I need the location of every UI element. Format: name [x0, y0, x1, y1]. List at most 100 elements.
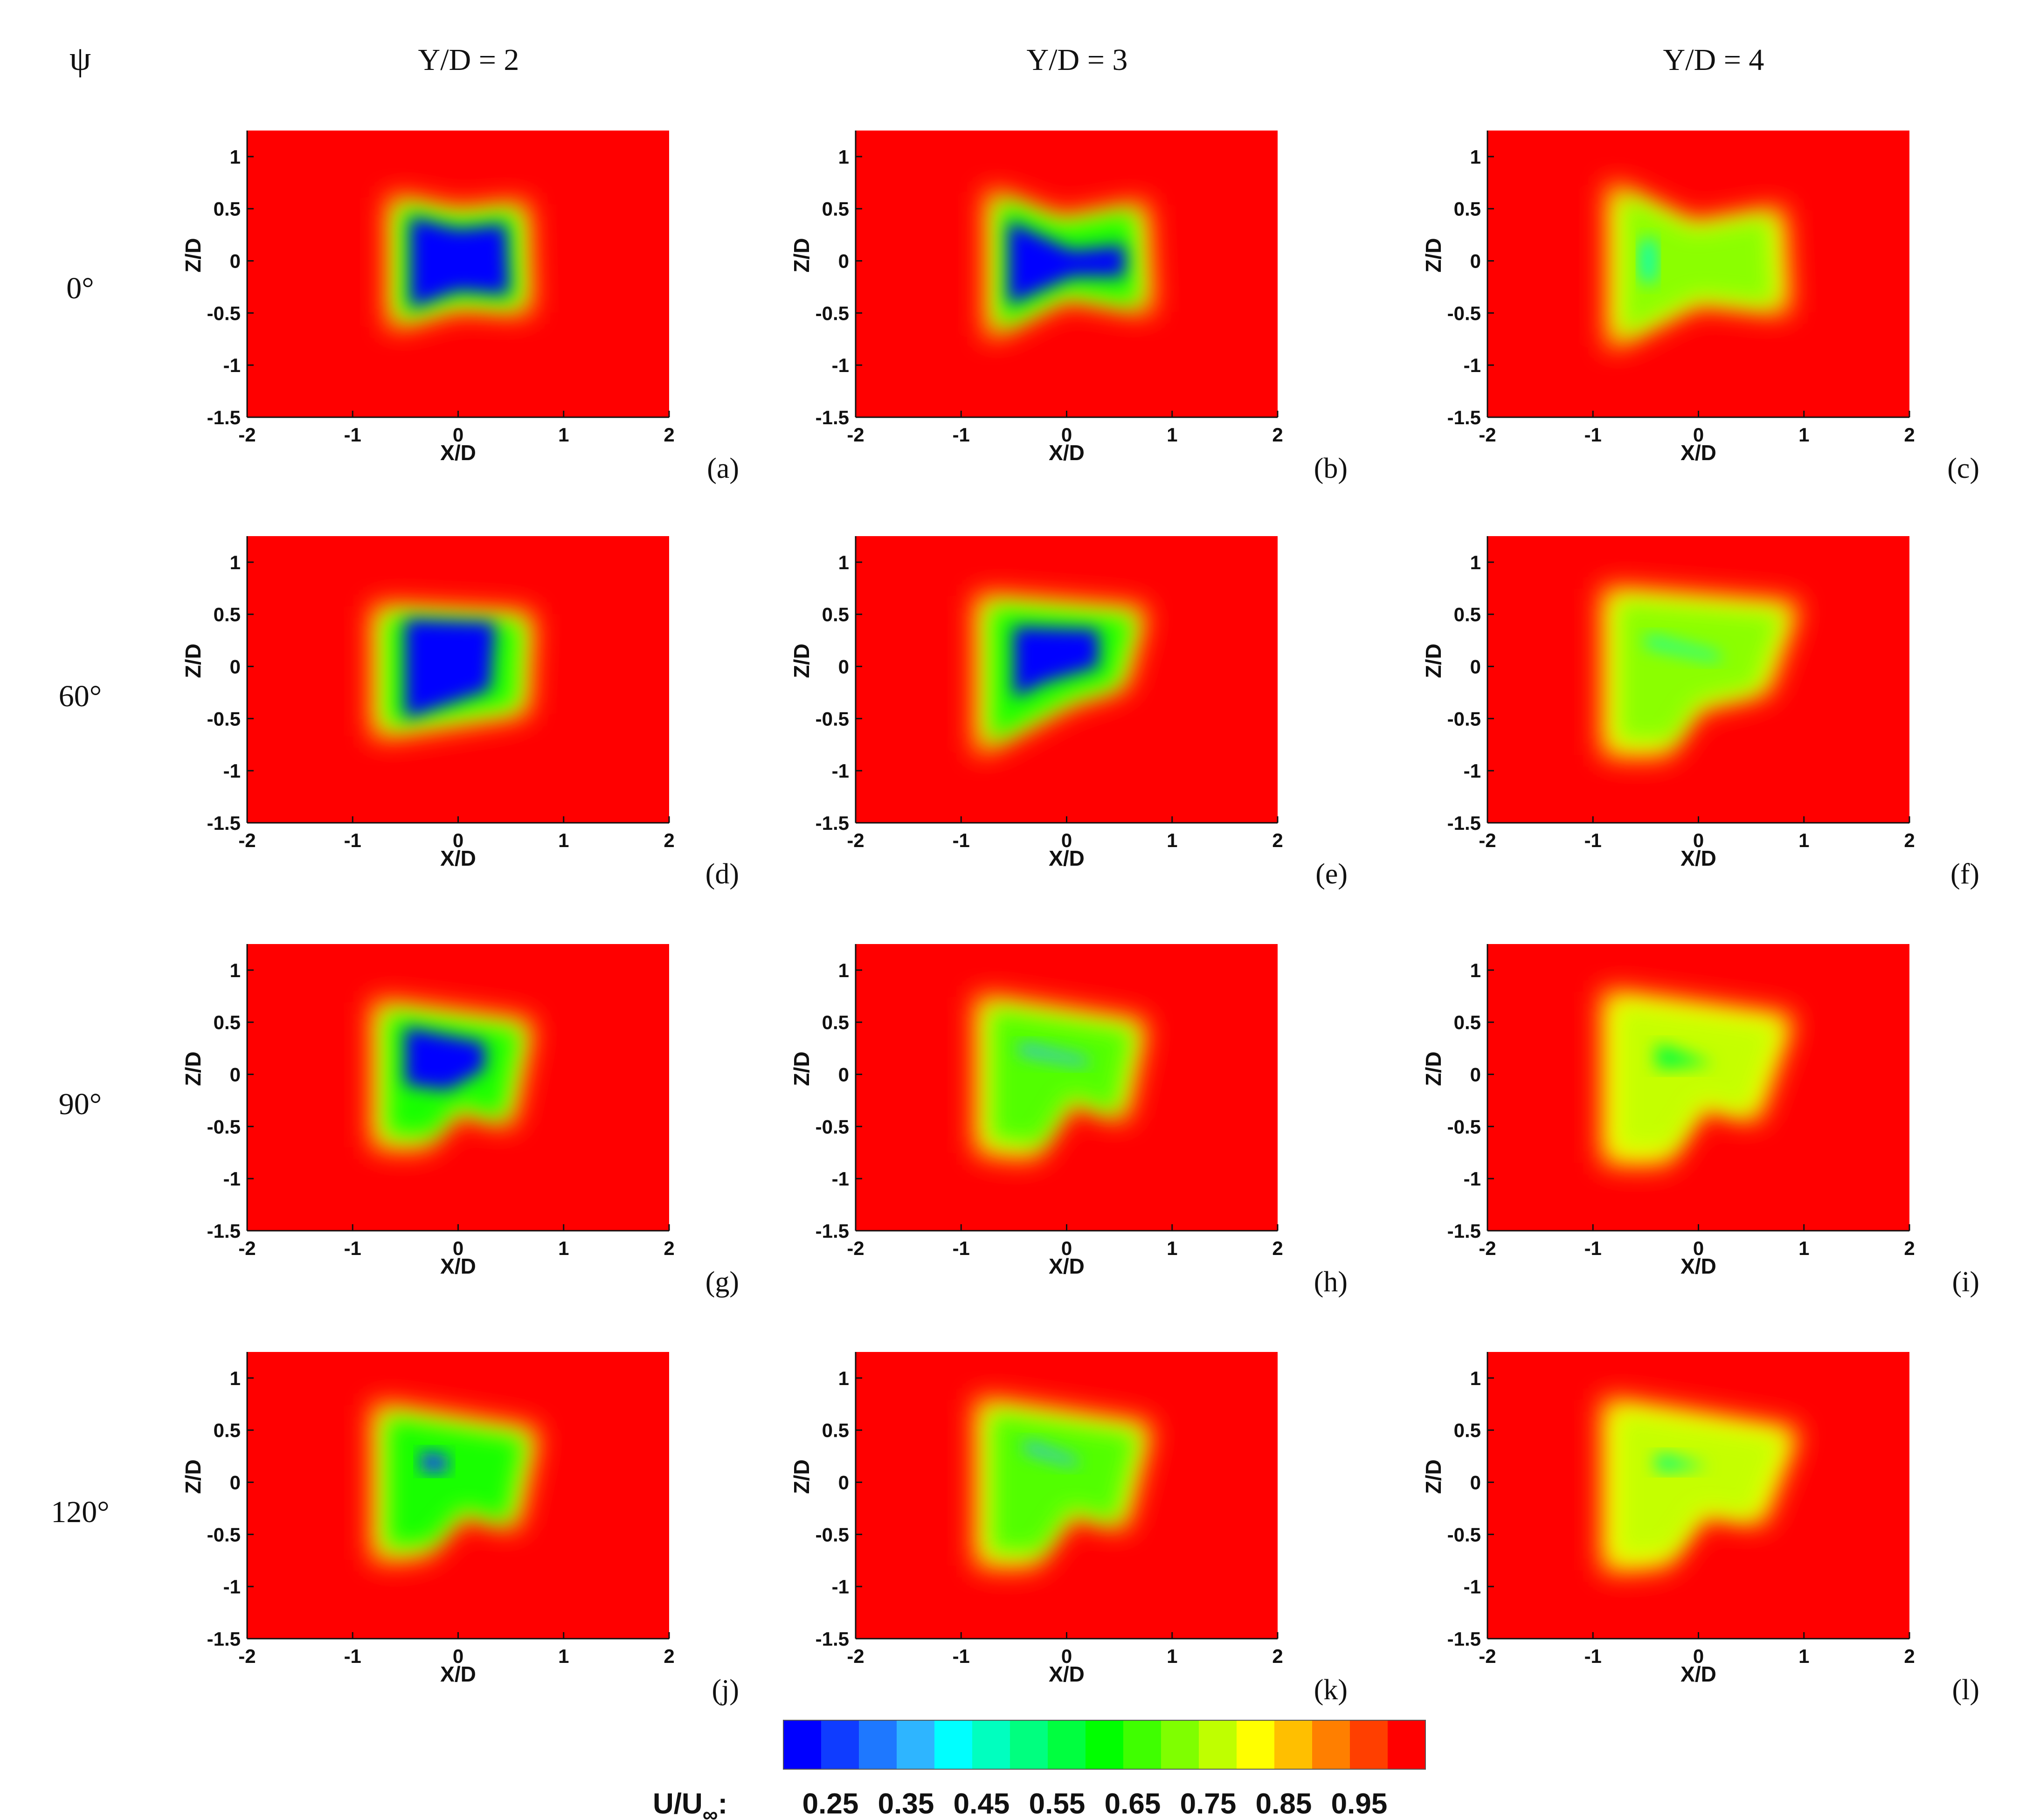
wake-core-contour [410, 217, 509, 308]
contour-panel: -2 -1 0 1 2 1 0.5 0 -0.5 -1 -1.5 X/D Z/D (c) [1421, 131, 1979, 484]
y-tick-label: 0 [838, 656, 849, 678]
row-label: 0° [66, 271, 94, 305]
wake-field [1603, 1399, 1799, 1571]
y-axis-label: Z/D [789, 1459, 814, 1494]
x-tick-label: 1 [558, 1645, 569, 1667]
x-tick-label: 0 [1693, 1645, 1704, 1667]
y-tick-label: 0.5 [822, 1420, 849, 1441]
y-axis-label: Z/D [789, 238, 814, 272]
x-tick-label: 2 [664, 1237, 674, 1259]
row-label: 90° [59, 1087, 102, 1121]
x-tick-label: 2 [664, 1645, 674, 1667]
panel-label: (e) [1315, 858, 1348, 890]
wake-inner-contour [386, 1415, 526, 1549]
colorbar-cell [1161, 1720, 1199, 1769]
wake-field [987, 190, 1151, 339]
panel-label: (l) [1952, 1674, 1979, 1706]
x-tick-label: 0 [1693, 829, 1704, 851]
contour-panel: -2 -1 0 1 2 1 0.5 0 -0.5 -1 -1.5 X/D Z/D (g) [181, 944, 739, 1298]
y-tick-label: -1.5 [207, 812, 241, 834]
y-tick-label: 0 [1470, 1472, 1481, 1494]
y-tick-label: 1 [230, 146, 241, 168]
x-axis-label: X/D [440, 441, 476, 465]
x-tick-label: -2 [1479, 1237, 1496, 1259]
wake-core-contour [405, 619, 495, 719]
wake-core-contour [1019, 1043, 1088, 1066]
x-axis-label: X/D [1680, 441, 1716, 465]
y-tick-label: 0.5 [214, 1012, 241, 1034]
colorbar-label-colon: : [718, 1788, 728, 1820]
wake-core-contour [1024, 1441, 1078, 1467]
x-tick-label: 2 [664, 829, 674, 851]
colorbar-label-sub: ∞ [703, 1802, 718, 1820]
x-tick-label: -2 [1479, 1645, 1496, 1667]
axes: -2 -1 0 1 2 1 0.5 0 -0.5 -1 -1.5 X/D Z/D [1421, 131, 1915, 465]
y-tick-label: -1.5 [1447, 1220, 1481, 1242]
y-tick-label: 0.5 [1454, 198, 1481, 220]
y-tick-label: -0.5 [207, 1116, 241, 1138]
x-tick-label: 2 [1272, 424, 1283, 446]
axes: -2 -1 0 1 2 1 0.5 0 -0.5 -1 -1.5 X/D Z/D [1421, 944, 1915, 1278]
x-tick-label: -2 [847, 829, 864, 851]
x-tick-label: -1 [1584, 424, 1602, 446]
x-tick-label: 0 [1693, 424, 1704, 446]
y-axis-label: Z/D [181, 1459, 205, 1494]
x-tick-label: 1 [1798, 1645, 1809, 1667]
x-tick-label: 1 [558, 424, 569, 446]
y-tick-label: -1.5 [816, 407, 849, 428]
colorbar-tick-label: 0.25 [802, 1788, 859, 1820]
y-tick-label: -1 [223, 1576, 241, 1598]
colorbar-tick-label: 0.85 [1256, 1788, 1312, 1820]
x-tick-label: 0 [453, 829, 463, 851]
colorbar-tick-label: 0.35 [878, 1788, 934, 1820]
row-labels: 0° 60° 90° 120° [51, 271, 109, 1529]
y-tick-label: -0.5 [207, 1524, 241, 1545]
wake-inner-contour [1618, 1411, 1784, 1558]
x-tick-label: -2 [1479, 829, 1496, 851]
colorbar-cell [1274, 1720, 1312, 1769]
y-tick-label: -1.5 [207, 1220, 241, 1242]
y-tick-label: 1 [838, 959, 849, 981]
y-tick-label: -1.5 [1447, 1628, 1481, 1650]
axes: -2 -1 0 1 2 1 0.5 0 -0.5 -1 -1.5 X/D Z/D [181, 1352, 675, 1686]
x-tick-label: 1 [558, 1237, 569, 1259]
y-tick-label: -0.5 [1447, 1116, 1481, 1138]
contour-panel: -2 -1 0 1 2 1 0.5 0 -0.5 -1 -1.5 X/D Z/D (e) [789, 536, 1348, 890]
wake-core-contour [1646, 635, 1720, 662]
colorbar-label: U/U∞: [653, 1788, 727, 1820]
axes: -2 -1 0 1 2 1 0.5 0 -0.5 -1 -1.5 X/D Z/D [789, 944, 1283, 1278]
y-tick-label: -0.5 [816, 302, 849, 324]
y-axis-label: Z/D [1421, 238, 1445, 272]
wake-field [373, 1001, 532, 1148]
y-tick-label: 1 [230, 1367, 241, 1389]
colorbar-cell [1010, 1720, 1048, 1769]
contour-panel: -2 -1 0 1 2 1 0.5 0 -0.5 -1 -1.5 X/D Z/D (k) [789, 1352, 1348, 1706]
x-tick-label: 2 [1904, 829, 1915, 851]
x-tick-label: 0 [1693, 1237, 1704, 1259]
axes: -2 -1 0 1 2 1 0.5 0 -0.5 -1 -1.5 X/D Z/D [789, 536, 1283, 870]
y-tick-label: 0.5 [214, 198, 241, 220]
panel-label: (g) [705, 1266, 739, 1298]
x-tick-label: -2 [238, 829, 256, 851]
wake-core-contour [1640, 240, 1656, 282]
x-tick-label: 2 [1904, 1645, 1915, 1667]
panel-grid: -2 -1 0 1 2 1 0.5 0 -0.5 -1 -1.5 X/D Z/D (a) -2 -1 0 1 2 1 0… [181, 131, 1979, 1706]
x-tick-label: -2 [1479, 424, 1496, 446]
x-tick-label: -2 [847, 424, 864, 446]
x-axis-label: X/D [1049, 441, 1085, 465]
y-axis-label: Z/D [789, 643, 814, 678]
y-tick-label: -0.5 [207, 708, 241, 730]
colorbar-cell [859, 1720, 897, 1769]
x-axis-label: X/D [440, 1254, 476, 1278]
colorbar-ticks: 0.25 0.35 0.45 0.55 0.65 0.75 0.85 0.95 [802, 1788, 1388, 1820]
contour-panel: -2 -1 0 1 2 1 0.5 0 -0.5 -1 -1.5 X/D Z/D (a) [181, 131, 739, 484]
contour-panel: -2 -1 0 1 2 1 0.5 0 -0.5 -1 -1.5 X/D Z/D (d) [181, 536, 739, 890]
y-tick-label: 0 [838, 250, 849, 272]
x-tick-label: -2 [847, 1237, 864, 1259]
x-tick-label: 2 [1272, 1237, 1283, 1259]
y-tick-label: -0.5 [816, 1116, 849, 1138]
x-tick-label: -2 [238, 1645, 256, 1667]
contour-panel: -2 -1 0 1 2 1 0.5 0 -0.5 -1 -1.5 X/D Z/D (j) [181, 1352, 739, 1706]
y-tick-label: -0.5 [1447, 708, 1481, 730]
